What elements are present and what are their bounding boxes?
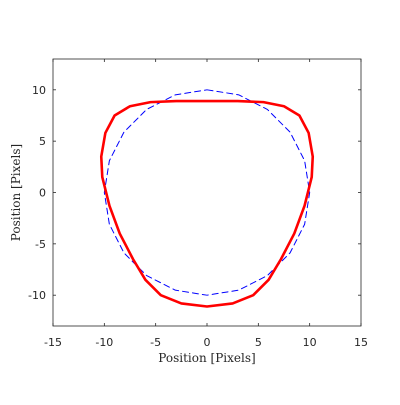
y-tick-label: 10 — [32, 84, 46, 97]
y-tick-label: -5 — [35, 238, 46, 251]
y-tick-label: -10 — [28, 289, 46, 302]
reference-circle-series — [103, 89, 311, 296]
plot-area — [53, 59, 361, 326]
x-tick-label: 0 — [204, 336, 211, 349]
x-tick-label: 5 — [255, 336, 262, 349]
y-axis: -10 -5 0 5 10 — [28, 84, 361, 302]
x-tick-label: -5 — [150, 336, 161, 349]
x-tick-label: 10 — [303, 336, 317, 349]
y-tick-label: 5 — [39, 135, 46, 148]
series-layer — [99, 89, 315, 308]
measured-contour-series — [99, 99, 315, 308]
x-tick-label: -15 — [44, 336, 62, 349]
y-tick-label: 0 — [39, 187, 46, 200]
x-axis-label: Position [Pixels] — [158, 351, 255, 365]
x-tick-label: 15 — [354, 336, 368, 349]
x-axis: -15 -10 -5 0 5 10 15 — [44, 59, 368, 349]
x-tick-label: -10 — [95, 336, 113, 349]
y-axis-label: Position [Pixels] — [9, 144, 23, 241]
